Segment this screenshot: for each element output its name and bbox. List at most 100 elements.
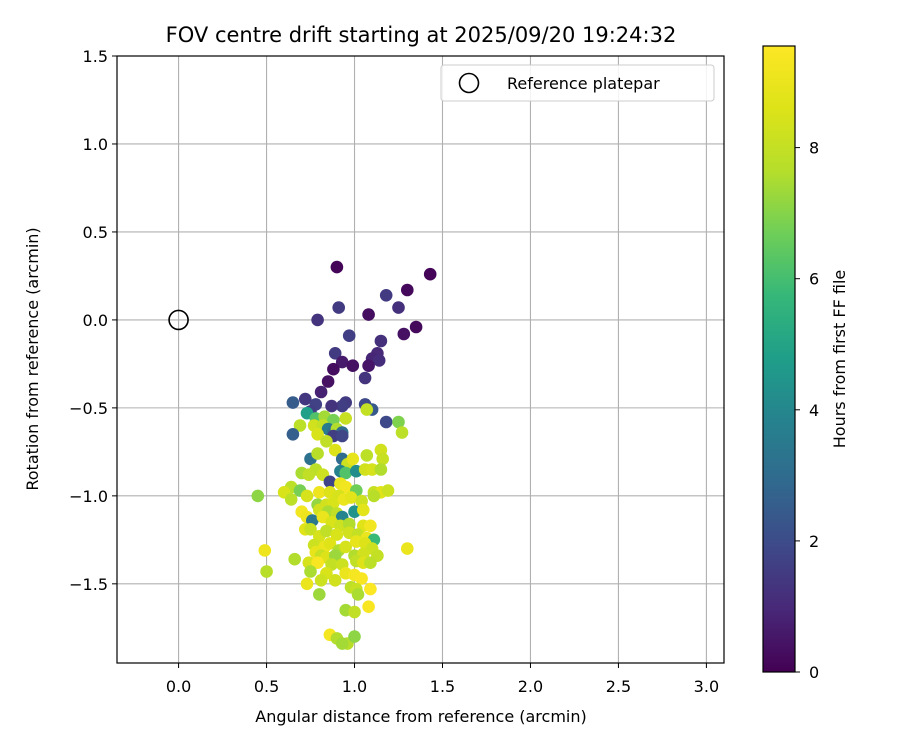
data-point xyxy=(381,484,395,497)
data-point xyxy=(358,371,372,385)
data-point xyxy=(328,443,342,457)
data-point xyxy=(304,523,317,536)
data-point xyxy=(260,565,273,578)
data-point xyxy=(392,415,405,429)
x-tick-label: 1.5 xyxy=(430,677,455,696)
data-point xyxy=(304,565,317,578)
legend-marker-icon xyxy=(458,72,480,94)
y-tick-label: 1.5 xyxy=(83,47,108,66)
data-point xyxy=(335,399,349,413)
colorbar: 0 2 4 6 8 Hours from first FF file xyxy=(762,45,849,682)
y-axis-ticks: 1.5 1.0 0.5 0.0 −0.5 −1.0 −1.5 xyxy=(69,47,117,594)
data-point xyxy=(314,574,328,587)
data-point xyxy=(395,426,409,439)
data-point xyxy=(293,419,307,432)
y-tick-label: −0.5 xyxy=(69,399,108,418)
data-point xyxy=(311,428,324,441)
data-points xyxy=(251,260,437,650)
colorbar-tick-label: 8 xyxy=(809,139,819,158)
data-point xyxy=(348,630,361,643)
data-point xyxy=(401,542,414,555)
y-tick-label: −1.0 xyxy=(69,487,108,506)
x-tick-label: 2.5 xyxy=(606,677,631,696)
y-tick-label: 0.0 xyxy=(83,311,108,330)
data-point xyxy=(339,540,353,554)
data-point xyxy=(323,537,337,550)
data-point xyxy=(365,463,379,476)
x-axis-ticks: 0.0 0.5 1.0 1.5 2.0 2.5 3.0 xyxy=(166,663,719,696)
x-tick-label: 2.0 xyxy=(518,677,543,696)
data-point xyxy=(311,556,324,569)
data-point xyxy=(360,449,374,462)
data-point xyxy=(251,489,265,503)
data-point xyxy=(286,428,300,441)
data-point xyxy=(374,334,388,348)
x-tick-label: 0.5 xyxy=(254,677,279,696)
data-point xyxy=(376,452,390,466)
x-tick-label: 1.0 xyxy=(342,677,367,696)
data-point xyxy=(364,519,377,533)
data-point xyxy=(300,489,314,503)
y-tick-label: 0.5 xyxy=(83,223,108,242)
data-point xyxy=(379,415,393,429)
legend-box xyxy=(440,64,715,102)
y-axis-label: Rotation from reference (arcmin) xyxy=(23,227,42,490)
colorbar-tick-label: 2 xyxy=(809,532,819,551)
data-point xyxy=(351,588,365,601)
y-tick-label: 1.0 xyxy=(83,135,108,154)
data-point xyxy=(367,489,381,503)
data-point xyxy=(328,574,342,587)
data-point xyxy=(342,517,356,531)
data-point xyxy=(346,359,360,373)
data-point xyxy=(364,582,377,596)
data-point xyxy=(339,412,353,425)
data-point xyxy=(335,355,349,369)
data-point xyxy=(409,320,423,334)
data-point xyxy=(360,403,374,416)
data-point xyxy=(362,359,375,373)
x-axis-label: Angular distance from reference (arcmin) xyxy=(255,707,586,726)
reference-platepar-marker xyxy=(168,309,189,331)
data-point xyxy=(323,475,337,489)
data-point xyxy=(372,354,386,367)
data-point xyxy=(313,486,326,499)
data-point xyxy=(330,528,344,541)
colorbar-tick-label: 4 xyxy=(809,401,819,420)
x-tick-label: 3.0 xyxy=(694,677,719,696)
data-point xyxy=(330,260,344,274)
data-point xyxy=(374,463,388,476)
grid xyxy=(117,55,724,663)
x-tick-label: 0.0 xyxy=(166,677,191,696)
data-point xyxy=(311,313,324,327)
data-point xyxy=(355,572,368,585)
data-point xyxy=(286,396,300,409)
data-point xyxy=(392,301,405,314)
data-point xyxy=(300,577,314,591)
data-point xyxy=(335,637,349,650)
data-point xyxy=(364,556,377,569)
data-point xyxy=(328,347,342,360)
data-point xyxy=(299,392,312,406)
data-point xyxy=(314,385,328,399)
data-point xyxy=(362,600,375,613)
data-point xyxy=(258,544,272,557)
colorbar-tick-label: 0 xyxy=(809,663,819,682)
data-point xyxy=(339,466,353,480)
data-point xyxy=(401,283,414,297)
data-point xyxy=(335,429,349,443)
data-point xyxy=(423,267,437,281)
data-point xyxy=(397,327,411,341)
data-point xyxy=(311,447,324,460)
legend-label: Reference platepar xyxy=(507,74,660,93)
legend: Reference platepar xyxy=(440,64,715,102)
data-point xyxy=(346,452,360,466)
colorbar-ticks: 0 2 4 6 8 xyxy=(795,139,819,682)
data-point xyxy=(339,480,353,494)
data-point xyxy=(284,493,298,506)
plot-frame xyxy=(116,55,725,664)
data-point xyxy=(313,588,326,601)
data-point xyxy=(327,362,340,376)
chart-title: FOV centre drift starting at 2025/09/20 … xyxy=(166,23,677,47)
